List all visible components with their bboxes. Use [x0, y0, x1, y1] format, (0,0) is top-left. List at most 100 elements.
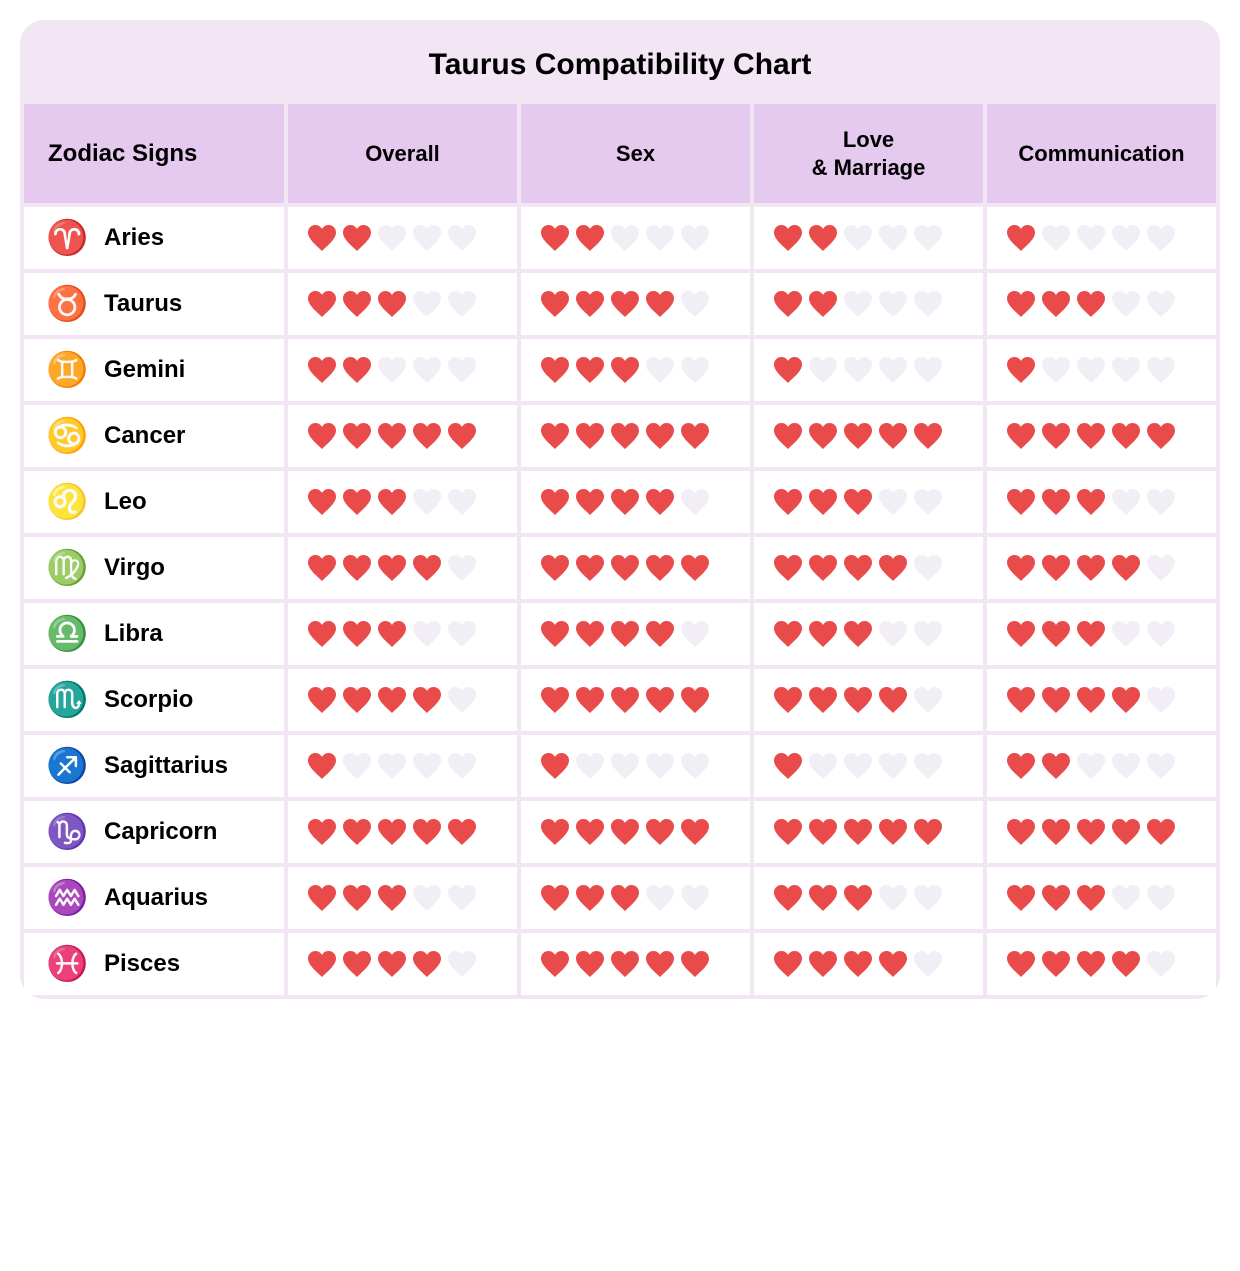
- heart-icon: [376, 289, 408, 319]
- sign-wrap: ♑ Capricorn: [46, 815, 274, 849]
- heart-icon: [644, 949, 676, 979]
- heart-icon: [1005, 223, 1037, 253]
- heart-rating: [1005, 817, 1206, 847]
- rating-cell-love: [754, 603, 983, 665]
- heart-icon: [1040, 949, 1072, 979]
- chart-title: Taurus Compatibility Chart: [24, 24, 1216, 100]
- heart-icon: [1145, 751, 1177, 781]
- compatibility-table: Taurus Compatibility Chart Zodiac SignsO…: [20, 20, 1220, 999]
- heart-rating: [772, 223, 973, 253]
- heart-icon: [842, 223, 874, 253]
- heart-icon: [574, 553, 606, 583]
- heart-icon: [877, 487, 909, 517]
- sign-name: Virgo: [104, 554, 165, 582]
- heart-icon: [574, 289, 606, 319]
- heart-icon: [842, 289, 874, 319]
- heart-icon: [644, 685, 676, 715]
- col-header-love: Love& Marriage: [754, 104, 983, 203]
- heart-icon: [877, 883, 909, 913]
- table-row: ♋ Cancer: [24, 405, 1216, 467]
- zodiac-icon: ♓: [46, 947, 86, 981]
- heart-rating: [772, 685, 973, 715]
- heart-icon: [807, 619, 839, 649]
- heart-icon: [1040, 355, 1072, 385]
- heart-icon: [574, 355, 606, 385]
- rating-cell-love: [754, 273, 983, 335]
- heart-icon: [341, 223, 373, 253]
- heart-icon: [306, 883, 338, 913]
- heart-icon: [539, 223, 571, 253]
- heart-rating: [539, 421, 740, 451]
- heart-icon: [1040, 553, 1072, 583]
- heart-icon: [912, 685, 944, 715]
- heart-icon: [306, 487, 338, 517]
- heart-icon: [574, 685, 606, 715]
- heart-icon: [1005, 685, 1037, 715]
- heart-icon: [807, 355, 839, 385]
- heart-icon: [446, 685, 478, 715]
- rating-cell-communication: [987, 339, 1216, 401]
- heart-icon: [306, 553, 338, 583]
- heart-icon: [539, 487, 571, 517]
- rating-cell-communication: [987, 273, 1216, 335]
- heart-icon: [877, 619, 909, 649]
- rating-cell-communication: [987, 669, 1216, 731]
- heart-rating: [539, 487, 740, 517]
- rating-cell-communication: [987, 933, 1216, 995]
- heart-icon: [679, 949, 711, 979]
- table-row: ♌ Leo: [24, 471, 1216, 533]
- rating-cell-love: [754, 867, 983, 929]
- heart-icon: [341, 685, 373, 715]
- heart-icon: [912, 949, 944, 979]
- heart-rating: [772, 949, 973, 979]
- rating-cell-overall: [288, 867, 517, 929]
- heart-icon: [877, 421, 909, 451]
- sign-name: Taurus: [104, 290, 182, 318]
- heart-icon: [1145, 421, 1177, 451]
- heart-rating: [306, 883, 507, 913]
- sign-name: Gemini: [104, 356, 185, 384]
- zodiac-icon: ♒: [46, 881, 86, 915]
- sign-wrap: ♓ Pisces: [46, 947, 274, 981]
- rating-cell-communication: [987, 603, 1216, 665]
- heart-icon: [341, 619, 373, 649]
- heart-icon: [609, 289, 641, 319]
- heart-icon: [772, 421, 804, 451]
- rating-cell-sex: [521, 471, 750, 533]
- heart-rating: [1005, 421, 1206, 451]
- heart-icon: [1145, 553, 1177, 583]
- sign-cell: ♉ Taurus: [24, 273, 284, 335]
- heart-icon: [772, 949, 804, 979]
- heart-icon: [306, 223, 338, 253]
- heart-icon: [574, 223, 606, 253]
- heart-icon: [446, 817, 478, 847]
- heart-icon: [446, 883, 478, 913]
- heart-icon: [1110, 883, 1142, 913]
- heart-icon: [1040, 883, 1072, 913]
- heart-icon: [609, 421, 641, 451]
- rating-cell-overall: [288, 933, 517, 995]
- table-row: ♒ Aquarius: [24, 867, 1216, 929]
- col-header-overall: Overall: [288, 104, 517, 203]
- heart-icon: [772, 883, 804, 913]
- heart-icon: [341, 355, 373, 385]
- rating-cell-sex: [521, 537, 750, 599]
- heart-icon: [1110, 685, 1142, 715]
- heart-icon: [341, 487, 373, 517]
- rating-cell-communication: [987, 537, 1216, 599]
- rating-cell-sex: [521, 273, 750, 335]
- rating-cell-overall: [288, 537, 517, 599]
- zodiac-icon: ♎: [46, 617, 86, 651]
- heart-icon: [411, 487, 443, 517]
- heart-icon: [376, 421, 408, 451]
- heart-icon: [772, 289, 804, 319]
- heart-icon: [1075, 421, 1107, 451]
- rating-cell-communication: [987, 471, 1216, 533]
- heart-icon: [842, 685, 874, 715]
- heart-icon: [539, 817, 571, 847]
- heart-icon: [411, 817, 443, 847]
- heart-icon: [609, 751, 641, 781]
- heart-rating: [306, 553, 507, 583]
- heart-rating: [539, 817, 740, 847]
- rating-cell-overall: [288, 603, 517, 665]
